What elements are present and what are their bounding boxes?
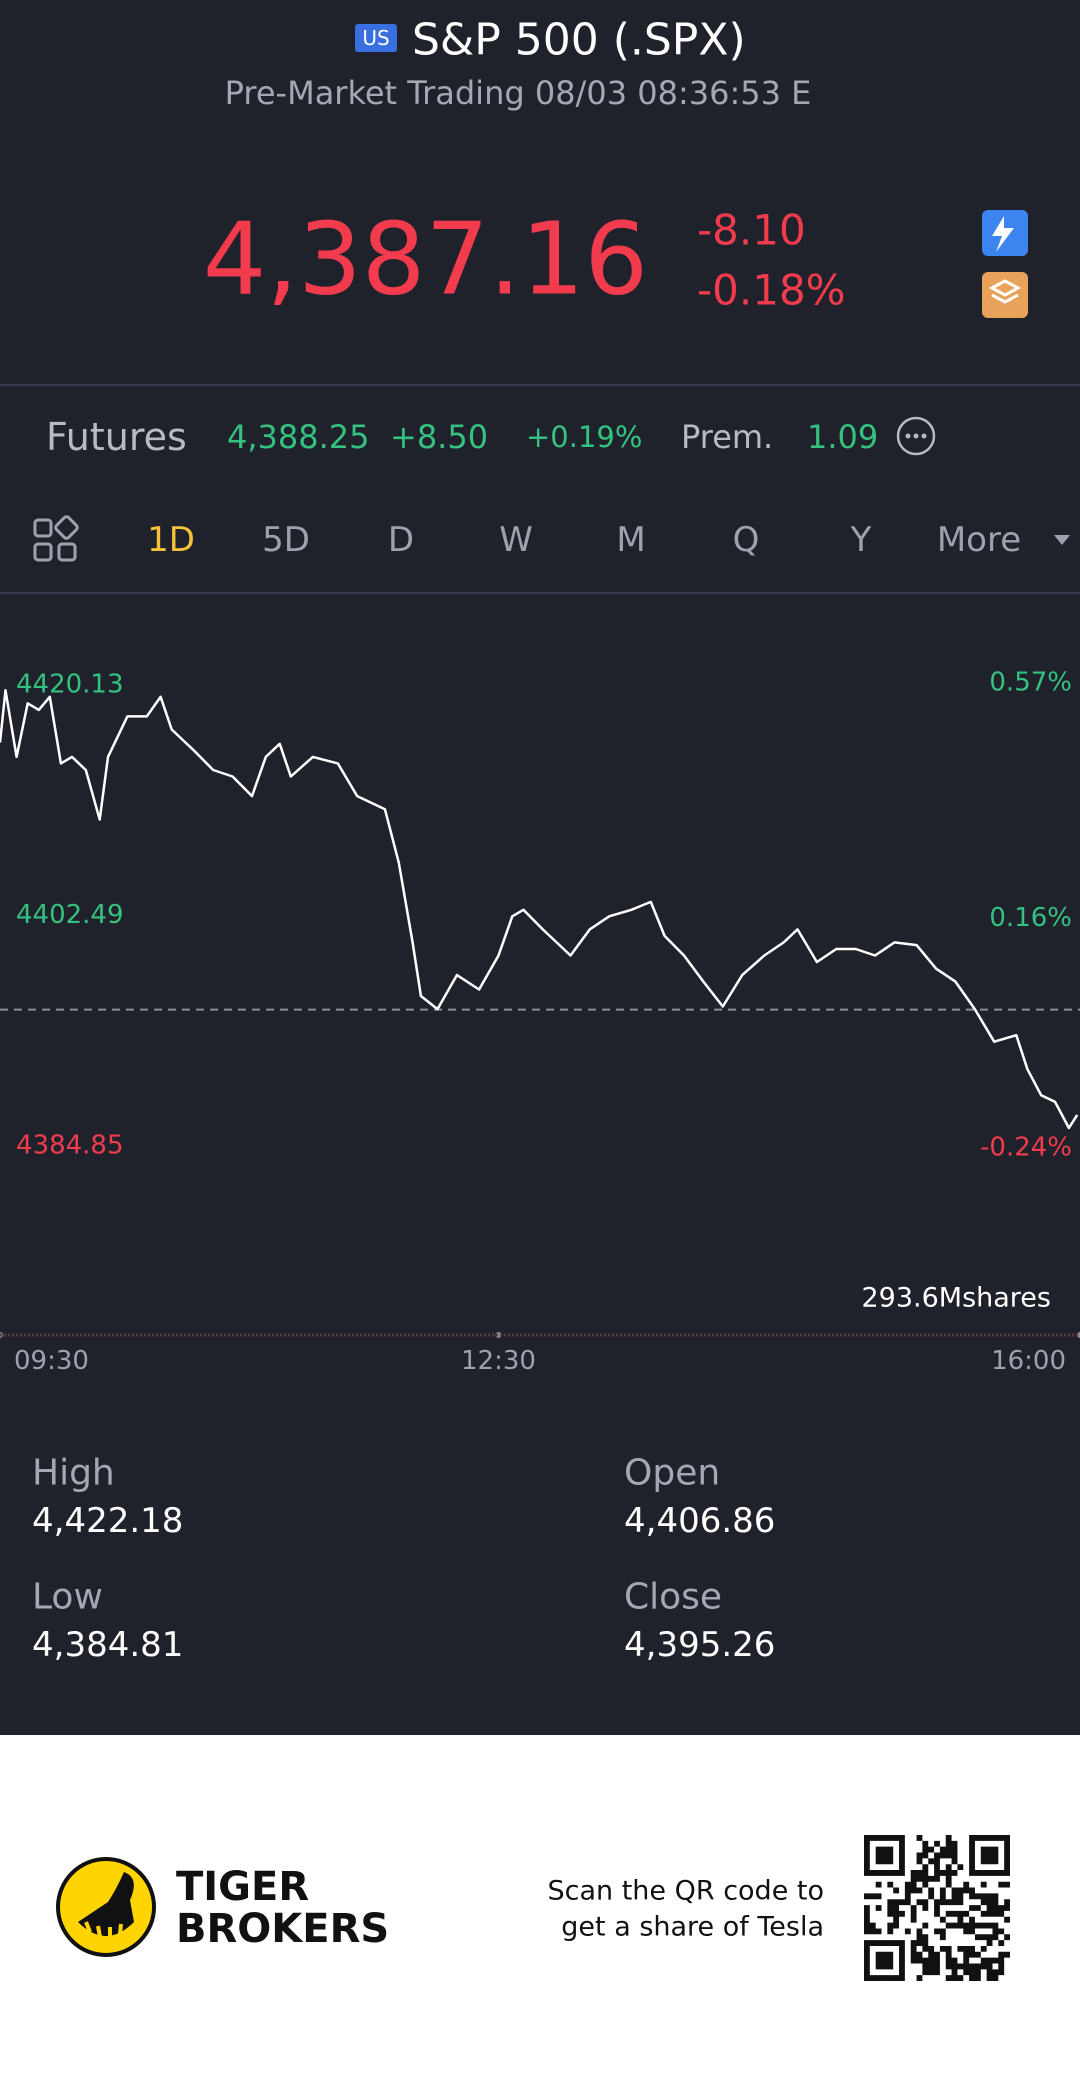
y-tick-label: 4420.13 — [16, 670, 124, 700]
y-tick-label: 4384.85 — [16, 1131, 124, 1161]
period-tab[interactable]: More — [937, 520, 1021, 560]
trading-status: Pre-Market Trading 08/03 08:36:53 E — [225, 74, 812, 112]
period-tab[interactable]: D — [388, 520, 414, 560]
brand-line: BROKERS — [176, 1906, 389, 1952]
period-tab[interactable]: Q — [733, 520, 760, 560]
stat-value: 4,422.18 — [32, 1501, 183, 1541]
futures-label: Futures — [46, 415, 187, 459]
y2-tick-label: 0.57% — [989, 667, 1072, 697]
period-tab[interactable]: Y — [850, 520, 872, 560]
qr-modules — [864, 1835, 1010, 1981]
lightning-icon[interactable] — [982, 210, 1028, 256]
futures-change: +8.50 — [390, 418, 488, 456]
y-tick-label: 4402.49 — [16, 900, 124, 930]
stat-label: Open — [624, 1453, 720, 1494]
y2-tick-label: 0.16% — [989, 903, 1072, 933]
intraday-chart: 4420.13 4402.49 4384.85 0.57% 0.16% -0.24% 09:… — [0, 667, 1080, 1376]
stack-icon[interactable] — [982, 272, 1028, 318]
premium-label: Prem. — [681, 418, 773, 456]
app-background — [0, 0, 1080, 1735]
price-change: -8.10 — [697, 206, 806, 255]
market-badge-bg — [355, 24, 397, 52]
period-tab[interactable]: M — [616, 520, 645, 560]
period-tabs: 1D 5D D W M Q Y More — [147, 520, 1021, 560]
period-tab[interactable]: 1D — [147, 520, 195, 560]
promo-line: Scan the QR code to — [547, 1876, 824, 1907]
stat-label: Close — [624, 1577, 722, 1618]
promo-line: get a share of Tesla — [561, 1912, 824, 1943]
market-badge: US — [362, 26, 389, 50]
stock-title: S&P 500 (.SPX) — [412, 15, 746, 66]
layout-icon[interactable] — [33, 515, 79, 562]
y2-tick-label: -0.24% — [980, 1133, 1072, 1163]
price-change-pct: -0.18% — [697, 266, 846, 315]
tiger-logo — [56, 1857, 156, 1957]
stat-label: High — [32, 1453, 115, 1494]
stat-label: Low — [32, 1577, 103, 1618]
period-tab[interactable]: 5D — [262, 520, 310, 560]
last-price: 4,387.16 — [203, 201, 648, 318]
qr-code — [864, 1835, 1010, 1981]
more-options-icon[interactable] — [896, 416, 936, 456]
futures-price: 4,388.25 — [227, 418, 370, 456]
x-tick-label: 09:30 — [14, 1346, 89, 1376]
footer — [0, 1735, 1080, 2081]
futures-change-pct: +0.19% — [526, 420, 642, 454]
stat-value: 4,395.26 — [624, 1625, 775, 1665]
stat-value: 4,406.86 — [624, 1501, 775, 1541]
more-arrow — [1054, 535, 1070, 545]
stats: High 4,422.18 Open 4,406.86 Low 4,384.81 Close… — [32, 1453, 775, 1666]
premium-value: 1.09 — [807, 418, 878, 456]
x-tick-label: 12:30 — [461, 1346, 536, 1376]
period-tab[interactable]: W — [499, 520, 533, 560]
brand-line: TIGER — [176, 1864, 309, 1910]
x-tick-label: 16:00 — [991, 1346, 1066, 1376]
volume-label: 293.6Mshares — [861, 1283, 1051, 1314]
stat-value: 4,384.81 — [32, 1625, 183, 1665]
price-line — [0, 689, 1079, 1130]
